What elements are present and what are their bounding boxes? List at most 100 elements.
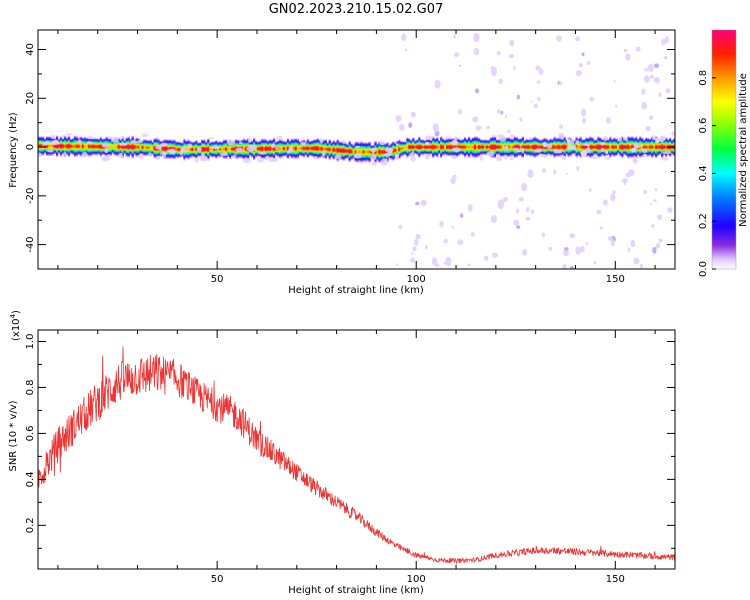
heatmap-cell xyxy=(487,149,491,151)
heatmap-cell xyxy=(491,139,495,141)
heatmap-cell xyxy=(195,151,198,153)
heatmap-cell xyxy=(296,152,300,154)
heatmap-cell xyxy=(83,143,87,145)
heatmap-cell xyxy=(400,143,403,145)
heatmap-cell xyxy=(95,152,99,154)
heatmap-cell xyxy=(237,140,240,142)
heatmap-cell xyxy=(456,145,459,147)
heatmap-cell xyxy=(125,146,128,148)
heatmap-cell xyxy=(195,150,198,152)
heatmap-cell xyxy=(434,147,437,149)
heatmap-cell xyxy=(446,154,449,156)
heatmap-cell xyxy=(456,155,459,157)
heatmap-cell xyxy=(149,144,152,146)
heatmap-cell xyxy=(298,153,302,155)
heatmap-cell xyxy=(396,147,399,149)
heatmap-cell xyxy=(547,150,550,152)
heatmap-cell xyxy=(280,153,284,155)
heatmap-cell xyxy=(589,146,592,148)
heatmap-cell xyxy=(434,155,437,157)
heatmap-cell xyxy=(49,145,53,147)
heatmap-cell xyxy=(376,144,379,146)
heatmap-cell xyxy=(467,144,471,146)
heatmap-cell xyxy=(310,152,314,154)
heatmap-cell xyxy=(185,141,188,143)
heatmap-cell xyxy=(350,158,353,160)
heatmap-cell xyxy=(149,142,152,144)
heatmap-cell xyxy=(278,147,282,149)
heatmap-cell xyxy=(141,150,144,152)
heatmap-cell xyxy=(332,150,335,152)
heatmap-cell xyxy=(262,155,266,157)
heatmap-cell xyxy=(324,140,327,142)
heatmap-cell xyxy=(47,139,51,141)
heatmap-cell xyxy=(302,146,306,148)
heatmap-cell xyxy=(344,153,347,155)
heatmap-cell xyxy=(39,141,43,143)
heatmap-cell xyxy=(245,144,248,146)
heatmap-cell xyxy=(438,146,441,148)
heatmap-cell xyxy=(292,143,296,145)
heatmap-cell xyxy=(320,154,323,156)
heatmap-cell xyxy=(270,152,274,154)
heatmap-cell xyxy=(227,155,230,157)
heatmap-cell xyxy=(139,144,142,146)
heatmap-cell xyxy=(565,150,568,152)
heatmap-cell xyxy=(523,142,526,144)
heatmap-cell xyxy=(539,140,542,142)
heatmap-cell xyxy=(581,148,584,150)
heatmap-cell xyxy=(316,150,319,152)
heatmap-cell xyxy=(38,139,41,141)
heatmap-cell xyxy=(155,148,158,150)
heatmap-cell xyxy=(151,150,154,152)
heatmap-cell xyxy=(135,139,138,141)
heatmap-cell xyxy=(511,154,515,156)
heatmap-cell xyxy=(209,155,212,157)
heatmap-cell xyxy=(440,152,443,154)
heatmap-cell xyxy=(239,145,242,147)
heatmap-cell xyxy=(97,142,101,144)
heatmap-cell xyxy=(81,141,85,143)
heatmap-cell xyxy=(465,147,469,149)
heatmap-cell xyxy=(171,140,174,142)
heatmap-cell xyxy=(294,151,298,153)
heatmap-cell xyxy=(517,139,521,141)
heatmap-cell xyxy=(330,150,333,152)
heatmap-cell xyxy=(412,143,415,145)
heatmap-cell xyxy=(332,158,335,160)
heatmap-cell xyxy=(418,143,421,145)
heatmap-cell xyxy=(471,149,475,151)
heatmap-cell xyxy=(378,159,381,161)
heatmap-cell xyxy=(553,152,556,154)
heatmap-cell xyxy=(131,144,134,146)
heatmap-cell xyxy=(262,139,266,141)
heatmap-cell xyxy=(533,136,536,138)
heatmap-cell xyxy=(99,138,102,140)
heatmap-cell xyxy=(412,144,415,146)
heatmap-cell xyxy=(274,141,278,143)
heatmap-cell xyxy=(137,144,140,146)
heatmap-cell xyxy=(95,145,99,147)
heatmap-cell xyxy=(171,145,174,147)
heatmap-cell xyxy=(312,154,315,156)
heatmap-cell xyxy=(189,148,192,150)
heatmap-cell xyxy=(398,152,401,154)
heatmap-cell xyxy=(434,153,437,155)
heatmap-cell xyxy=(448,148,451,150)
heatmap-cell xyxy=(99,147,102,149)
heatmap-cell xyxy=(153,142,156,144)
heatmap-cell xyxy=(79,146,83,148)
heatmap-cell xyxy=(195,153,198,155)
heatmap-cell xyxy=(444,150,447,152)
heatmap-cell xyxy=(71,145,75,147)
heatmap-cell xyxy=(165,155,168,157)
heatmap-cell xyxy=(131,157,134,159)
heatmap-cell xyxy=(422,141,425,143)
heatmap-cell xyxy=(97,149,101,151)
heatmap-cell xyxy=(491,143,495,145)
heatmap-cell xyxy=(247,145,250,147)
heatmap-cell xyxy=(523,143,526,145)
heatmap-cell xyxy=(268,155,272,157)
heatmap-cell xyxy=(51,139,55,141)
heatmap-cell xyxy=(446,144,449,146)
